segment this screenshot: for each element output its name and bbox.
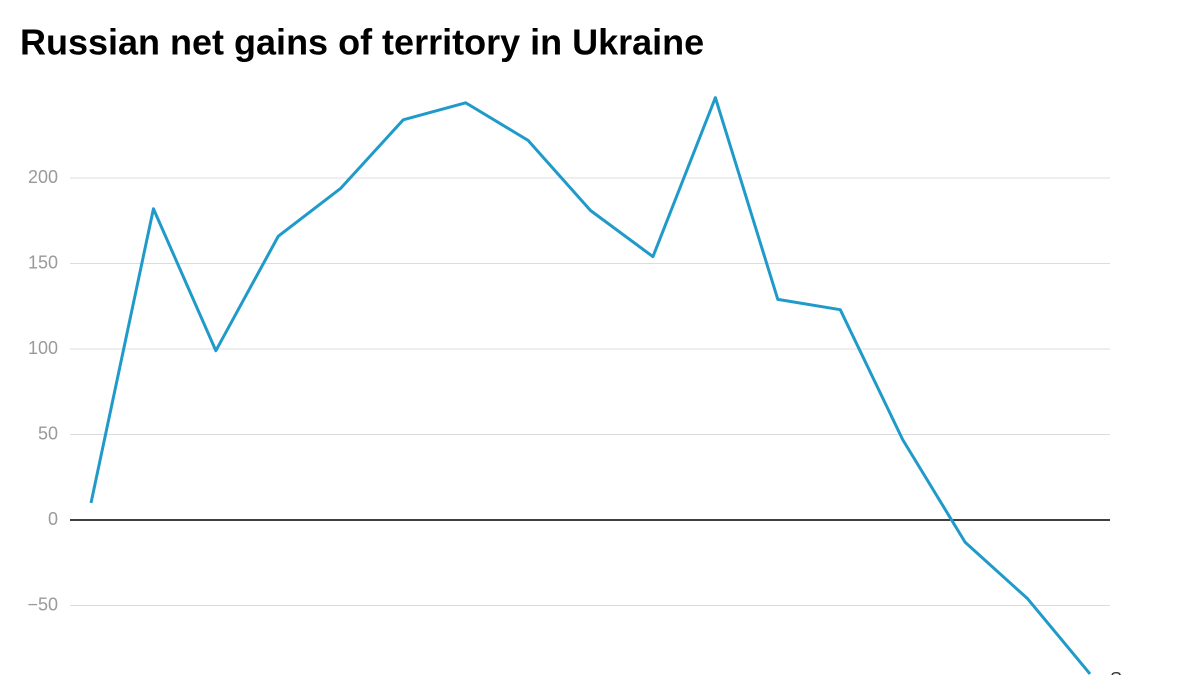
y-tick-label: −50: [27, 594, 58, 614]
y-tick-label: 0: [48, 509, 58, 529]
y-tick-label: 100: [28, 338, 58, 358]
data-line: [89, 96, 1092, 675]
y-tick-label: 200: [28, 167, 58, 187]
y-tick-label: 150: [28, 252, 58, 272]
annotation: Square: [1110, 669, 1168, 675]
chart-title: Russian net gains of territory in Ukrain…: [20, 22, 704, 63]
y-tick-label: 50: [38, 423, 58, 443]
